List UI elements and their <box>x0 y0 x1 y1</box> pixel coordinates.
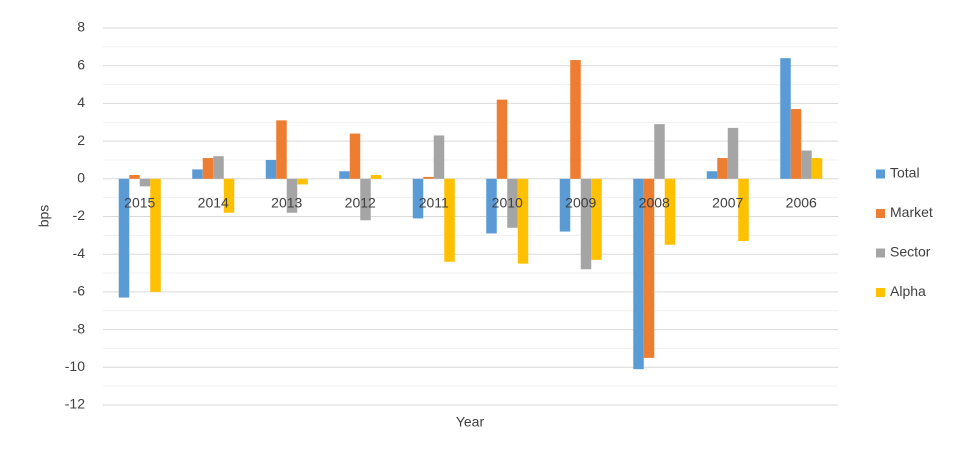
bar <box>570 60 581 179</box>
bar <box>643 178 655 358</box>
y-tick-label: 8 <box>77 19 85 35</box>
bar <box>559 178 571 232</box>
x-tick-label: 2009 <box>565 195 596 211</box>
bar <box>213 156 224 179</box>
bar <box>486 178 497 234</box>
bar <box>370 175 382 179</box>
bar <box>738 178 749 242</box>
bar <box>286 178 298 213</box>
bar <box>433 135 445 179</box>
x-tick-label: 2011 <box>419 195 449 211</box>
legend-swatch <box>876 288 885 297</box>
bar <box>192 169 203 179</box>
y-tick-label: -10 <box>65 358 85 374</box>
bar <box>727 127 739 179</box>
x-tick-label: 2007 <box>712 195 743 211</box>
x-tick-label: 2010 <box>492 195 523 211</box>
x-tick-label: 2012 <box>345 195 376 211</box>
legend-swatch <box>876 209 885 218</box>
x-tick-label: 2008 <box>639 195 670 211</box>
y-tick-label: 0 <box>77 170 85 186</box>
bar <box>717 158 728 179</box>
bar <box>223 178 235 213</box>
legend-label: Alpha <box>890 283 926 299</box>
bar <box>517 178 529 264</box>
x-tick-label: 2015 <box>124 195 155 211</box>
bar <box>444 178 455 262</box>
y-tick-label: -6 <box>73 283 86 299</box>
bar <box>580 178 592 270</box>
bar <box>360 178 371 221</box>
bar <box>790 109 802 179</box>
bar <box>202 158 214 179</box>
bar <box>801 150 812 179</box>
bar <box>664 178 676 245</box>
x-tick-label: 2006 <box>786 195 817 211</box>
bar <box>780 58 791 179</box>
x-tick-label: 2013 <box>271 195 302 211</box>
y-axis-title: bps <box>36 205 52 228</box>
bar <box>297 178 308 185</box>
bar <box>118 178 130 298</box>
bar <box>139 178 151 187</box>
bar <box>276 120 287 179</box>
legend-label: Total <box>890 165 920 181</box>
bar <box>633 178 644 370</box>
bar <box>349 133 361 179</box>
y-tick-label: 6 <box>77 56 85 72</box>
bar <box>591 178 602 260</box>
bar <box>496 99 508 179</box>
y-tick-label: -8 <box>73 320 86 336</box>
bar <box>339 171 350 179</box>
bar <box>129 175 140 179</box>
y-tick-label: 2 <box>77 132 85 148</box>
legend-swatch <box>876 169 885 179</box>
y-tick-label: -4 <box>73 245 86 261</box>
legend-label: Sector <box>890 244 931 260</box>
legend-swatch <box>876 248 885 258</box>
bar <box>423 176 434 179</box>
y-tick-label: -2 <box>73 207 86 223</box>
bar <box>412 178 424 219</box>
bar <box>507 178 518 228</box>
bar <box>265 159 277 179</box>
bar <box>150 178 161 292</box>
y-tick-label: 4 <box>77 94 85 110</box>
y-tick-label: -12 <box>65 396 85 412</box>
bar <box>654 124 665 179</box>
bar <box>706 171 718 179</box>
x-tick-label: 2014 <box>198 195 229 211</box>
legend-label: Market <box>890 204 933 220</box>
x-axis-title: Year <box>456 414 485 430</box>
bar <box>811 158 823 179</box>
